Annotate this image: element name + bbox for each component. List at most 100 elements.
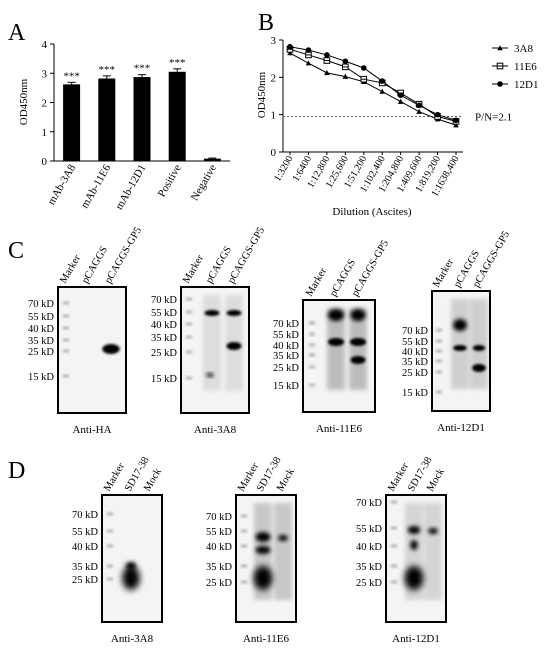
mw-marker-label: 70 kD <box>72 510 98 521</box>
mw-marker-label: 35 kD <box>402 357 428 368</box>
mw-marker-label: 70 kD <box>206 512 232 523</box>
mw-marker-label: 25 kD <box>28 347 54 358</box>
marker-band <box>107 544 113 548</box>
marker-band <box>186 335 192 339</box>
panel-label-c: C <box>8 238 24 264</box>
point <box>397 92 404 99</box>
line-chart-b-xlabel: Dilution (Ascites) <box>332 206 411 218</box>
marker-band <box>241 544 247 548</box>
lane-smear <box>424 503 442 600</box>
y-tick-label: 2 <box>271 72 277 84</box>
marker-band <box>241 529 247 533</box>
legend-label: 11E6 <box>514 61 537 73</box>
point <box>305 60 312 66</box>
marker-band <box>436 349 442 353</box>
mw-marker-label: 35 kD <box>273 351 299 362</box>
point <box>416 102 422 109</box>
x-tick-label: Positive <box>156 162 184 199</box>
marker-band <box>107 564 113 568</box>
protein-band <box>102 344 120 354</box>
mw-marker-label: 25 kD <box>151 348 177 359</box>
marker-band <box>436 359 442 363</box>
marker-band <box>309 353 315 357</box>
lane-label: pCAGGS-GP5 <box>103 225 144 285</box>
lane-smear <box>327 308 345 390</box>
mw-marker-label: 40 kD <box>28 324 54 335</box>
panel-label-d: D <box>8 458 25 484</box>
point <box>324 70 330 76</box>
lane-label: pCAGGS-GP5 <box>226 225 267 285</box>
mw-marker-label: 25 kD <box>206 578 232 589</box>
marker-band <box>63 301 69 305</box>
marker-band <box>436 328 442 332</box>
significance-label: *** <box>99 64 116 76</box>
mw-marker-label: 55 kD <box>402 337 428 348</box>
mw-marker-label: 40 kD <box>206 542 232 553</box>
blot-caption: Anti-3A8 <box>194 424 237 436</box>
y-tick-label: 2 <box>42 98 48 110</box>
mw-marker-label: 25 kD <box>72 575 98 586</box>
lane-smear <box>470 299 488 389</box>
y-tick-label: 3 <box>271 35 277 47</box>
marker-band <box>186 297 192 301</box>
protein-band <box>350 309 366 321</box>
lane-smear <box>451 299 469 389</box>
lane-smear <box>349 308 367 390</box>
marker-band <box>107 512 113 516</box>
point <box>497 45 503 51</box>
protein-band <box>327 309 345 321</box>
threshold-label: P/N=2.1 <box>475 112 512 124</box>
mw-marker-label: 40 kD <box>356 542 382 553</box>
lane-label: pCAGGS-GP5 <box>350 238 391 298</box>
marker-band <box>391 564 397 568</box>
mw-marker-label: 40 kD <box>72 542 98 553</box>
protein-band <box>226 342 242 350</box>
y-tick-label: 1 <box>271 110 277 122</box>
point <box>324 52 330 58</box>
legend-label: 3A8 <box>514 43 533 55</box>
mw-marker-label: 35 kD <box>356 562 382 573</box>
marker-band <box>309 321 315 325</box>
significance-label: *** <box>63 70 80 82</box>
point <box>497 81 503 87</box>
mw-marker-label: 35 kD <box>72 562 98 573</box>
mw-marker-label: 55 kD <box>356 524 382 535</box>
marker-band <box>309 332 315 336</box>
protein-band <box>206 373 214 377</box>
lane-label: Mock <box>275 466 297 493</box>
mw-marker-label: 15 kD <box>151 374 177 385</box>
mw-marker-label: 70 kD <box>273 319 299 330</box>
mw-marker-label: 35 kD <box>151 333 177 344</box>
marker-band <box>309 343 315 347</box>
series-line <box>289 52 457 126</box>
point <box>453 122 459 128</box>
mw-marker-label: 15 kD <box>402 388 428 399</box>
bar <box>133 77 151 161</box>
lane-smear <box>203 295 221 391</box>
point <box>379 78 386 84</box>
lane-label: Marker <box>181 253 206 286</box>
protein-band <box>327 338 345 346</box>
marker-band <box>241 514 247 518</box>
marker-band <box>241 580 247 584</box>
protein-band <box>349 338 367 346</box>
mw-marker-label: 55 kD <box>273 330 299 341</box>
significance-label: *** <box>134 63 151 75</box>
marker-band <box>436 339 442 343</box>
y-tick-label: 0 <box>271 147 277 159</box>
mw-marker-label: 35 kD <box>206 562 232 573</box>
point <box>342 58 349 65</box>
panel-label-b: B <box>258 10 274 36</box>
protein-band <box>453 345 467 351</box>
marker-band <box>63 349 69 353</box>
lane-smear <box>274 503 292 600</box>
protein-band <box>122 566 140 590</box>
protein-band <box>428 528 438 534</box>
protein-band <box>253 566 273 590</box>
protein-band <box>453 319 467 331</box>
y-tick-label: 0 <box>42 156 48 168</box>
protein-band <box>410 540 418 550</box>
